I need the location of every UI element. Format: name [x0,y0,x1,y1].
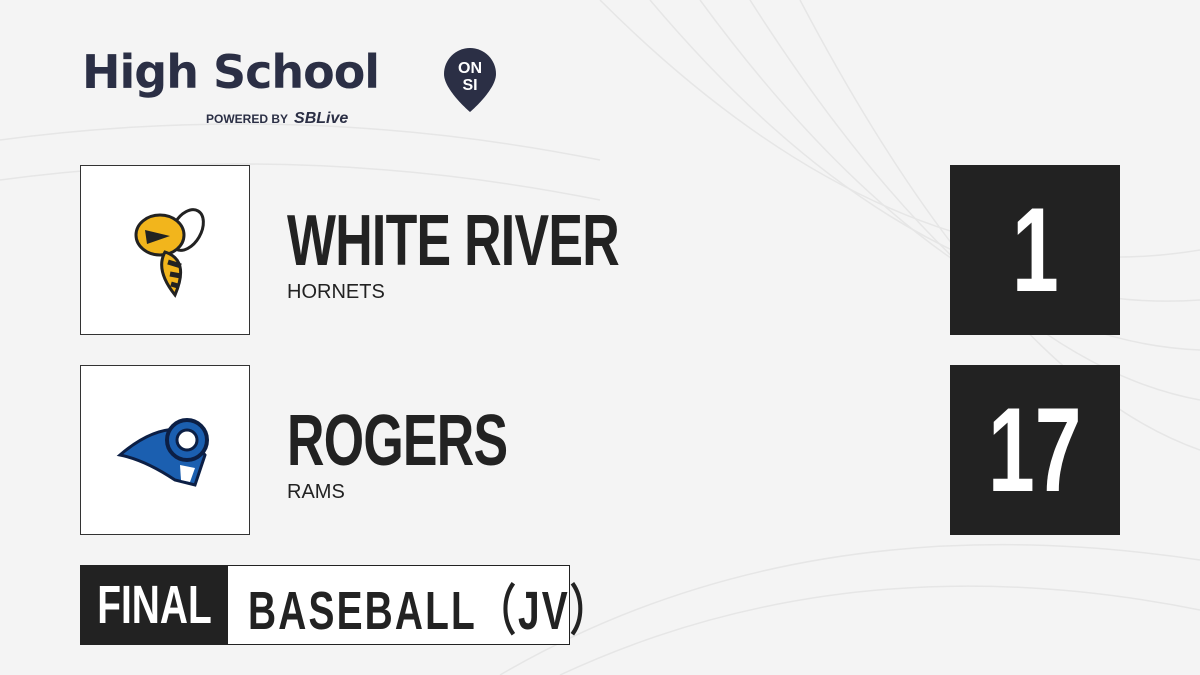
hornet-mascot-icon [134,208,205,298]
sport-label: BASEBALL（JV） [228,566,752,644]
svg-text:ON: ON [458,60,482,77]
team-logo-white-river [80,165,250,335]
team-name: ROGERS [287,401,508,481]
score-value: 17 [988,383,1082,517]
brand-logo: High School ON SI POWERED BY SBLive [82,44,496,127]
ram-mascot-icon [116,418,209,487]
brand-title: High School [82,45,380,99]
team-nickname: HORNETS [287,281,385,303]
on-si-pin-icon: ON SI [444,48,496,112]
team-logo-rogers [80,365,250,535]
team-name: WHITE RIVER [287,201,620,281]
team-nickname: RAMS [287,481,345,503]
score-value: 1 [1011,183,1059,317]
powered-by: POWERED BY SBLive [206,110,349,127]
sblive-logo: SBLive [294,110,349,127]
status-label: FINAL [97,575,212,635]
status-badge: FINAL [81,566,228,644]
team-score: 1 [950,165,1120,335]
sport-text: BASEBALL（JV） [248,580,611,641]
team-score: 17 [950,365,1120,535]
svg-text:SI: SI [462,77,477,94]
game-status-bar: FINAL BASEBALL（JV） [80,565,609,645]
